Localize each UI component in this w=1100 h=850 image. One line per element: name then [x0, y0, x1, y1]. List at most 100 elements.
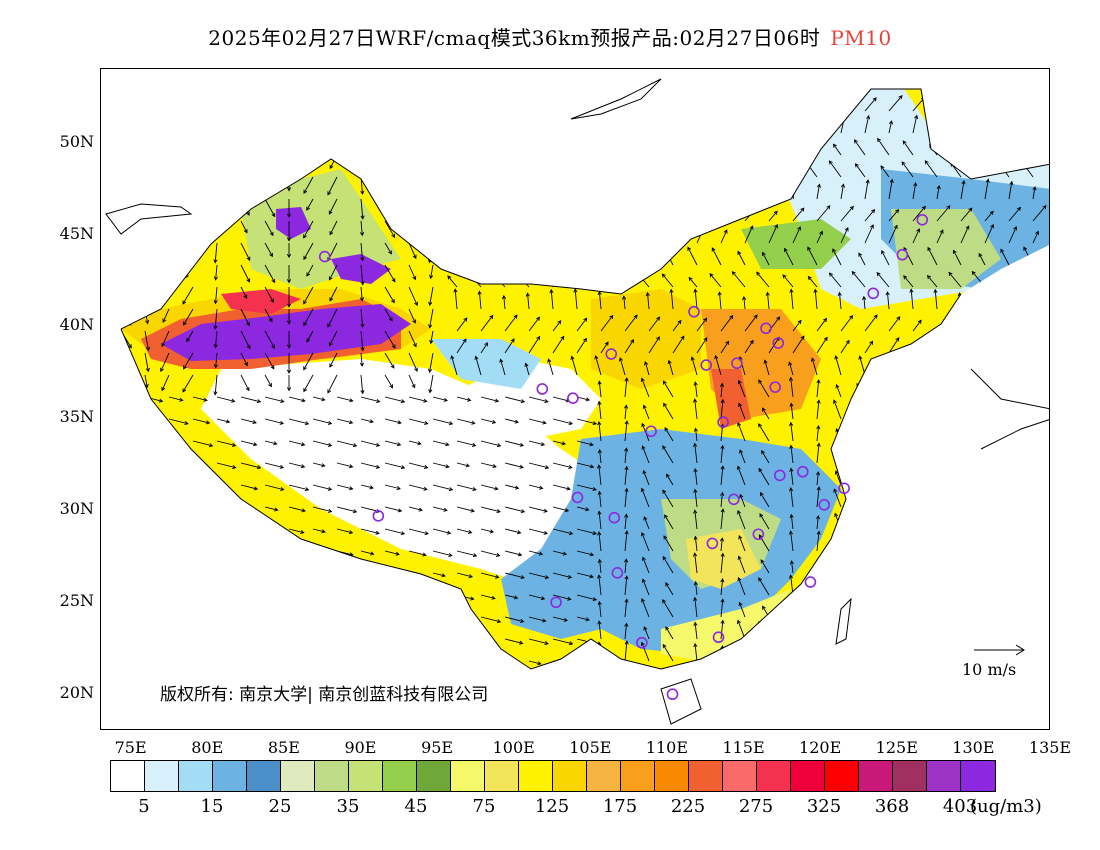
- wind-vector-head: [427, 193, 432, 198]
- wind-vector-head: [360, 281, 365, 286]
- wind-vector-head: [517, 706, 520, 709]
- legend-swatch: [689, 761, 723, 791]
- wind-vector: [624, 576, 628, 596]
- wind-vector: [854, 402, 866, 420]
- wind-vector: [329, 330, 338, 346]
- lon-label: 125E: [875, 738, 918, 757]
- wind-vector-head: [930, 645, 935, 650]
- wind-vector: [552, 99, 564, 112]
- wind-vector: [643, 470, 650, 486]
- wind-vector: [288, 550, 309, 557]
- wind-vector: [903, 275, 914, 288]
- wind-vector-head: [414, 367, 418, 372]
- wind-vector-head: [496, 509, 501, 514]
- wind-vector-head: [1008, 378, 1013, 384]
- wind-vector: [744, 89, 753, 90]
- wind-vector: [568, 276, 578, 288]
- wind-vector: [121, 264, 131, 281]
- wind-vector-head: [125, 362, 130, 367]
- wind-vector-head: [980, 398, 985, 403]
- wind-vector-head: [471, 662, 477, 667]
- wind-vector-head: [449, 729, 452, 730]
- wind-vector: [576, 226, 585, 244]
- wind-vector-head: [412, 319, 416, 324]
- wind-vector-head: [208, 663, 214, 668]
- wind-vector: [624, 448, 627, 464]
- wind-vector-head: [1026, 535, 1031, 540]
- wind-vector: [528, 95, 542, 112]
- wind-vector: [792, 121, 796, 134]
- wind-vector-head: [213, 125, 218, 130]
- wind-vector: [529, 705, 546, 709]
- wind-vector-head: [592, 597, 598, 602]
- wind-vector-head: [180, 552, 186, 557]
- wind-vector-head: [597, 510, 602, 515]
- wind-vector-head: [625, 710, 628, 713]
- wind-vector: [432, 440, 449, 446]
- wind-vector: [529, 683, 548, 688]
- wind-vector: [408, 506, 423, 511]
- wind-vector-head: [161, 729, 164, 730]
- wind-vector-head: [160, 707, 163, 710]
- wind-vector-head: [642, 710, 645, 713]
- wind-vector-head: [738, 601, 743, 607]
- wind-vector-head: [1008, 423, 1013, 428]
- wind-vector: [576, 506, 589, 511]
- wind-vector-head: [414, 235, 418, 240]
- wind-vector-head: [349, 486, 354, 491]
- wind-vector: [121, 308, 132, 326]
- wind-vector-head: [153, 529, 158, 534]
- wind-vector-head: [760, 691, 763, 694]
- wind-vector-head: [493, 662, 499, 667]
- legend-swatch: [281, 761, 315, 791]
- wind-vector-head: [1013, 226, 1017, 231]
- wind-vector: [888, 337, 900, 354]
- wind-vector-head: [541, 161, 546, 166]
- wind-vector-head: [720, 662, 725, 667]
- wind-vector-head: [160, 233, 165, 239]
- wind-vector-head: [253, 486, 259, 491]
- wind-vector: [955, 694, 961, 705]
- wind-vector: [576, 572, 594, 578]
- wind-vector-head: [649, 180, 654, 186]
- wind-vector-head: [505, 182, 510, 187]
- wind-vector: [1008, 620, 1012, 640]
- wind-vector: [429, 308, 434, 328]
- wind-vector-head: [501, 294, 507, 300]
- wind-vector: [1008, 400, 1012, 420]
- wind-vector: [216, 418, 230, 423]
- wind-vector: [761, 648, 770, 662]
- wind-vector: [144, 198, 149, 218]
- wind-vector-head: [577, 178, 582, 183]
- wind-vector-head: [208, 597, 213, 602]
- wind-vector: [288, 418, 309, 425]
- wind-vector: [1027, 448, 1034, 464]
- wind-vector: [528, 594, 545, 600]
- wind-vector: [832, 248, 842, 266]
- wind-vector-head: [730, 205, 735, 210]
- wind-vector: [327, 374, 338, 394]
- legend-swatch: [485, 761, 519, 791]
- wind-vector-head: [623, 404, 629, 409]
- wind-vector-head: [693, 535, 698, 540]
- wind-vector: [912, 228, 920, 244]
- wind-vector-head: [505, 119, 510, 125]
- wind-vector: [312, 638, 332, 645]
- wind-vector: [215, 198, 218, 212]
- wind-vector: [931, 646, 938, 662]
- wind-vector-head: [583, 208, 588, 213]
- wind-vector: [720, 341, 729, 354]
- wind-vector: [121, 683, 136, 687]
- wind-vector-head: [391, 168, 396, 173]
- wind-vector: [715, 355, 722, 376]
- wind-vector-head: [696, 120, 701, 125]
- wind-vector-head: [124, 140, 129, 146]
- wind-vector: [240, 484, 258, 490]
- wind-vector: [864, 89, 873, 90]
- wind-vector-head: [270, 365, 275, 370]
- wind-vector: [456, 418, 475, 424]
- lon-label: 115E: [722, 738, 765, 757]
- wind-vector: [955, 356, 962, 376]
- wind-vector-head: [1026, 491, 1031, 496]
- wind-vector-head: [256, 531, 262, 536]
